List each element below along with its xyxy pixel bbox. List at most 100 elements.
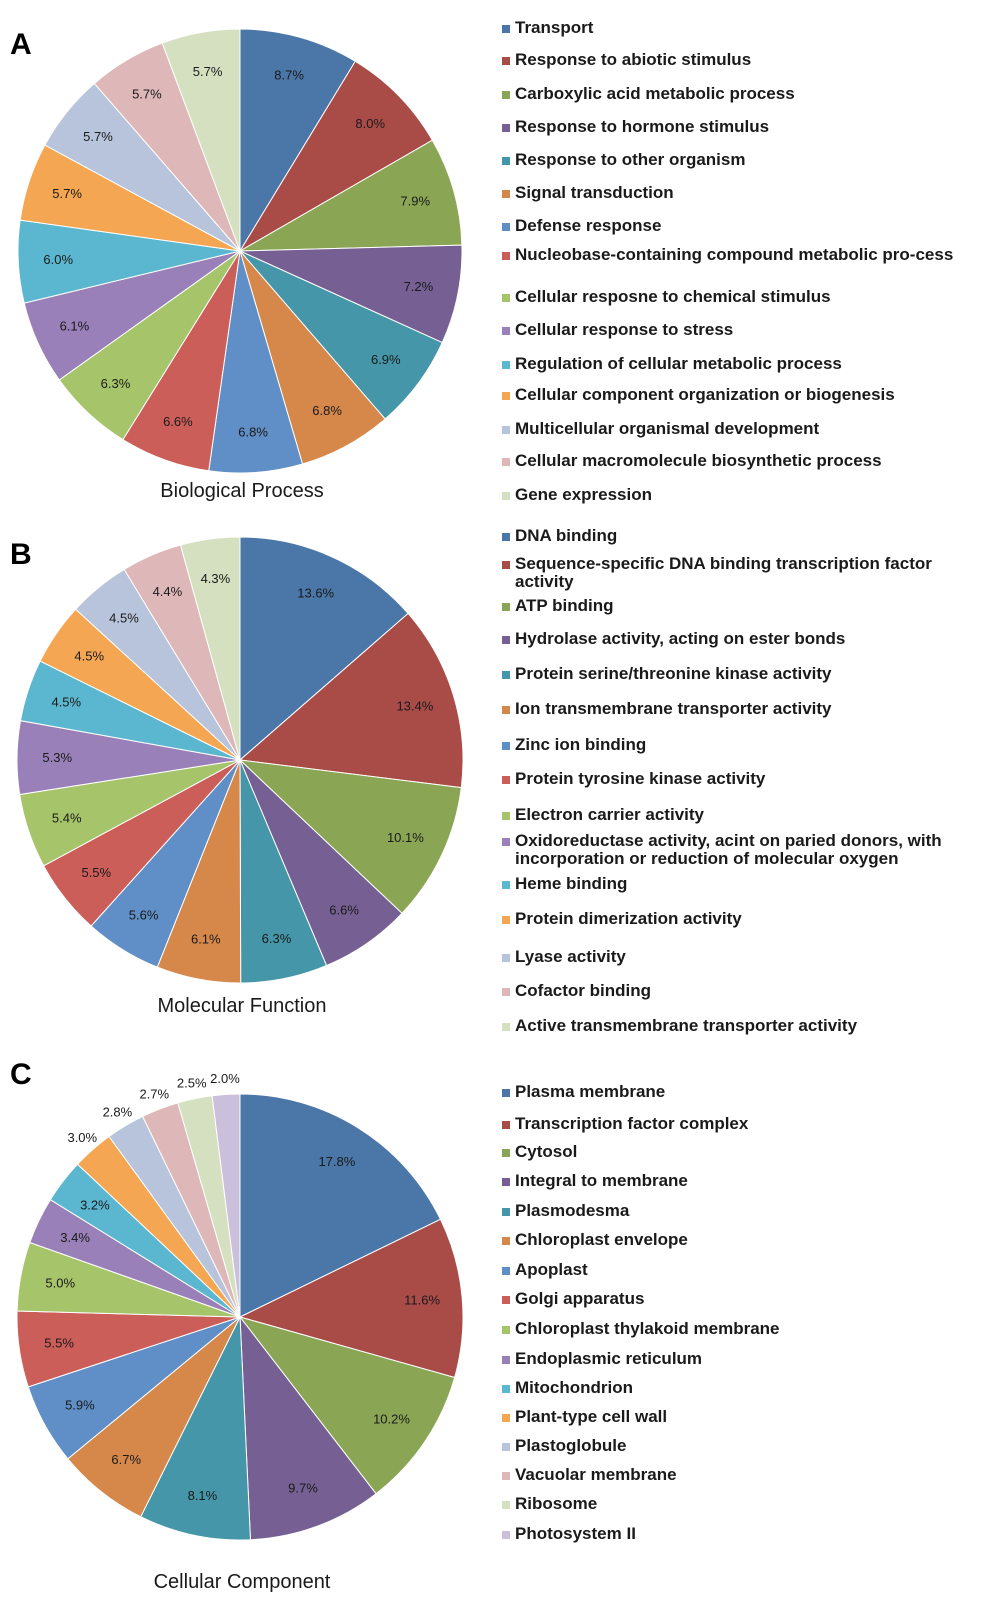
legend-item: Vacuolar membrane <box>502 1466 980 1484</box>
legend-label: Carboxylic acid metabolic process <box>515 84 795 103</box>
legend-swatch <box>502 1385 510 1393</box>
legend-item: Mitochondrion <box>502 1379 980 1397</box>
legend-label: Regulation of cellular metabolic process <box>515 354 842 373</box>
legend-swatch <box>502 838 510 846</box>
legend-label: Zinc ion binding <box>515 735 647 754</box>
legend-swatch <box>502 561 510 569</box>
legend-swatch <box>502 603 510 611</box>
slice-percent-label: 5.0% <box>45 1276 75 1291</box>
pie-slice <box>161 28 241 252</box>
legend-label: Heme binding <box>515 874 628 893</box>
pie-chart-biological-process: 8.7% 8.0% 7.9% 7.2% 6.9% 6.8% 6.8% 6.6% 6.3% 6.1%… <box>17 28 463 474</box>
legend-swatch <box>502 1267 510 1275</box>
legend-label: Lyase activity <box>515 947 626 966</box>
slice-percent-label: 17.8% <box>318 1154 355 1169</box>
slice-percent-label: 3.4% <box>60 1230 90 1245</box>
legend-swatch <box>502 1178 510 1186</box>
legend-label: Cellular macromolecule biosynthetic proc… <box>515 451 882 470</box>
legend-item: Cellular response to stress <box>502 321 980 339</box>
legend-label: Plant-type cell wall <box>515 1407 668 1426</box>
legend-swatch <box>502 1121 510 1129</box>
legend-swatch <box>502 776 510 784</box>
legend-swatch <box>502 706 510 714</box>
legend-swatch <box>502 1472 510 1480</box>
legend-label: DNA binding <box>515 526 618 545</box>
legend-swatch <box>502 426 510 434</box>
legend-label: Apoplast <box>515 1260 588 1279</box>
legend-swatch <box>502 91 510 99</box>
slice-percent-label: 5.9% <box>65 1397 95 1412</box>
slice-percent-label: 3.0% <box>67 1130 97 1145</box>
legend-swatch <box>502 252 510 260</box>
legend-swatch <box>502 1149 510 1157</box>
slice-percent-label: 2.8% <box>103 1104 133 1119</box>
slice-percent-label: 4.5% <box>51 695 81 710</box>
legend-item: Cellular resposne to chemical stimulus <box>502 288 980 306</box>
legend-item: Zinc ion binding <box>502 736 980 754</box>
pie-slice <box>239 536 409 762</box>
legend-label: Signal transduction <box>515 183 674 202</box>
slice-percent-label: 6.3% <box>262 931 292 946</box>
slice-percent-label: 7.2% <box>404 279 434 294</box>
legend-label: Gene expression <box>515 485 653 504</box>
legend-swatch <box>502 458 510 466</box>
slice-percent-label: 5.6% <box>129 907 159 922</box>
slice-percent-label: 6.1% <box>191 932 221 947</box>
pie-slice <box>239 1093 442 1318</box>
legend-swatch <box>502 327 510 335</box>
legend-item: Active transmembrane transporter activit… <box>502 1017 980 1035</box>
slice-percent-label: 5.7% <box>193 64 223 79</box>
pie-slice <box>211 1093 241 1318</box>
legend-item: Gene expression <box>502 486 980 504</box>
pie-slice <box>239 139 463 252</box>
slice-percent-label: 8.7% <box>274 68 304 83</box>
legend-item: Response to hormone stimulus <box>502 118 980 136</box>
legend-swatch <box>502 671 510 679</box>
legend-label: Plastoglobule <box>515 1436 627 1455</box>
slice-percent-label: 5.7% <box>83 129 113 144</box>
slice-percent-label: 2.0% <box>210 1071 240 1086</box>
slice-percent-label: 5.5% <box>44 1336 74 1351</box>
legend-swatch <box>502 1356 510 1364</box>
panel-letter: B <box>10 538 32 571</box>
legend-label: Vacuolar membrane <box>515 1465 677 1484</box>
legend-label: Nucleobase-containing compound metabolic… <box>515 245 954 264</box>
pie-slice <box>239 244 463 344</box>
legend-item: Defense response <box>502 217 980 235</box>
legend-label: Response to abiotic stimulus <box>515 50 752 69</box>
legend-item: Ribosome <box>502 1495 980 1513</box>
legend-item: ATP binding <box>502 597 980 615</box>
legend-item: Lyase activity <box>502 948 980 966</box>
pie-slice <box>238 612 464 789</box>
legend-label: Endoplasmic reticulum <box>515 1349 703 1368</box>
pie-slice <box>238 1316 456 1495</box>
panel-c: C 17.8% 11.6% 10.2% 9.7% 8.1% 6.7% 5.9% 5.5% 5.0… <box>0 1055 998 1602</box>
legend-label: Protein dimerization activity <box>515 909 742 928</box>
panel-b: B 13.6% 13.4% 10.1% 6.6% 6.3% 6.1% 5.6% 5.5% 5.4… <box>0 520 998 1055</box>
pie-slice <box>179 536 241 761</box>
legend-label: Cofactor binding <box>515 981 651 1000</box>
legend-swatch <box>502 361 510 369</box>
legend-swatch <box>502 812 510 820</box>
legend-swatch <box>502 223 510 231</box>
legend-label: Protein serine/threonine kinase activity <box>515 664 832 683</box>
slice-percent-label: 4.5% <box>74 649 104 664</box>
legend-label: Active transmembrane transporter activit… <box>515 1016 858 1035</box>
legend-item: Endoplasmic reticulum <box>502 1350 980 1368</box>
legend-label: Response to hormone stimulus <box>515 117 770 136</box>
legend-item: Cellular macromolecule biosynthetic proc… <box>502 452 980 470</box>
legend-item: Signal transduction <box>502 184 980 202</box>
legend-swatch <box>502 57 510 65</box>
legend-swatch <box>502 124 510 132</box>
legend-label: Golgi apparatus <box>515 1289 645 1308</box>
legend-item: Multicellular organismal development <box>502 420 980 438</box>
slice-percent-label: 2.5% <box>177 1075 207 1090</box>
legend-item: Response to abiotic stimulus <box>502 51 980 69</box>
legend-item: Plastoglobule <box>502 1437 980 1455</box>
legend-swatch <box>502 988 510 996</box>
slice-percent-label: 6.8% <box>238 425 268 440</box>
legend-label: Mitochondrion <box>515 1378 634 1397</box>
slice-percent-label: 8.0% <box>355 116 385 131</box>
slice-percent-label: 2.7% <box>139 1086 169 1101</box>
legend-swatch <box>502 294 510 302</box>
